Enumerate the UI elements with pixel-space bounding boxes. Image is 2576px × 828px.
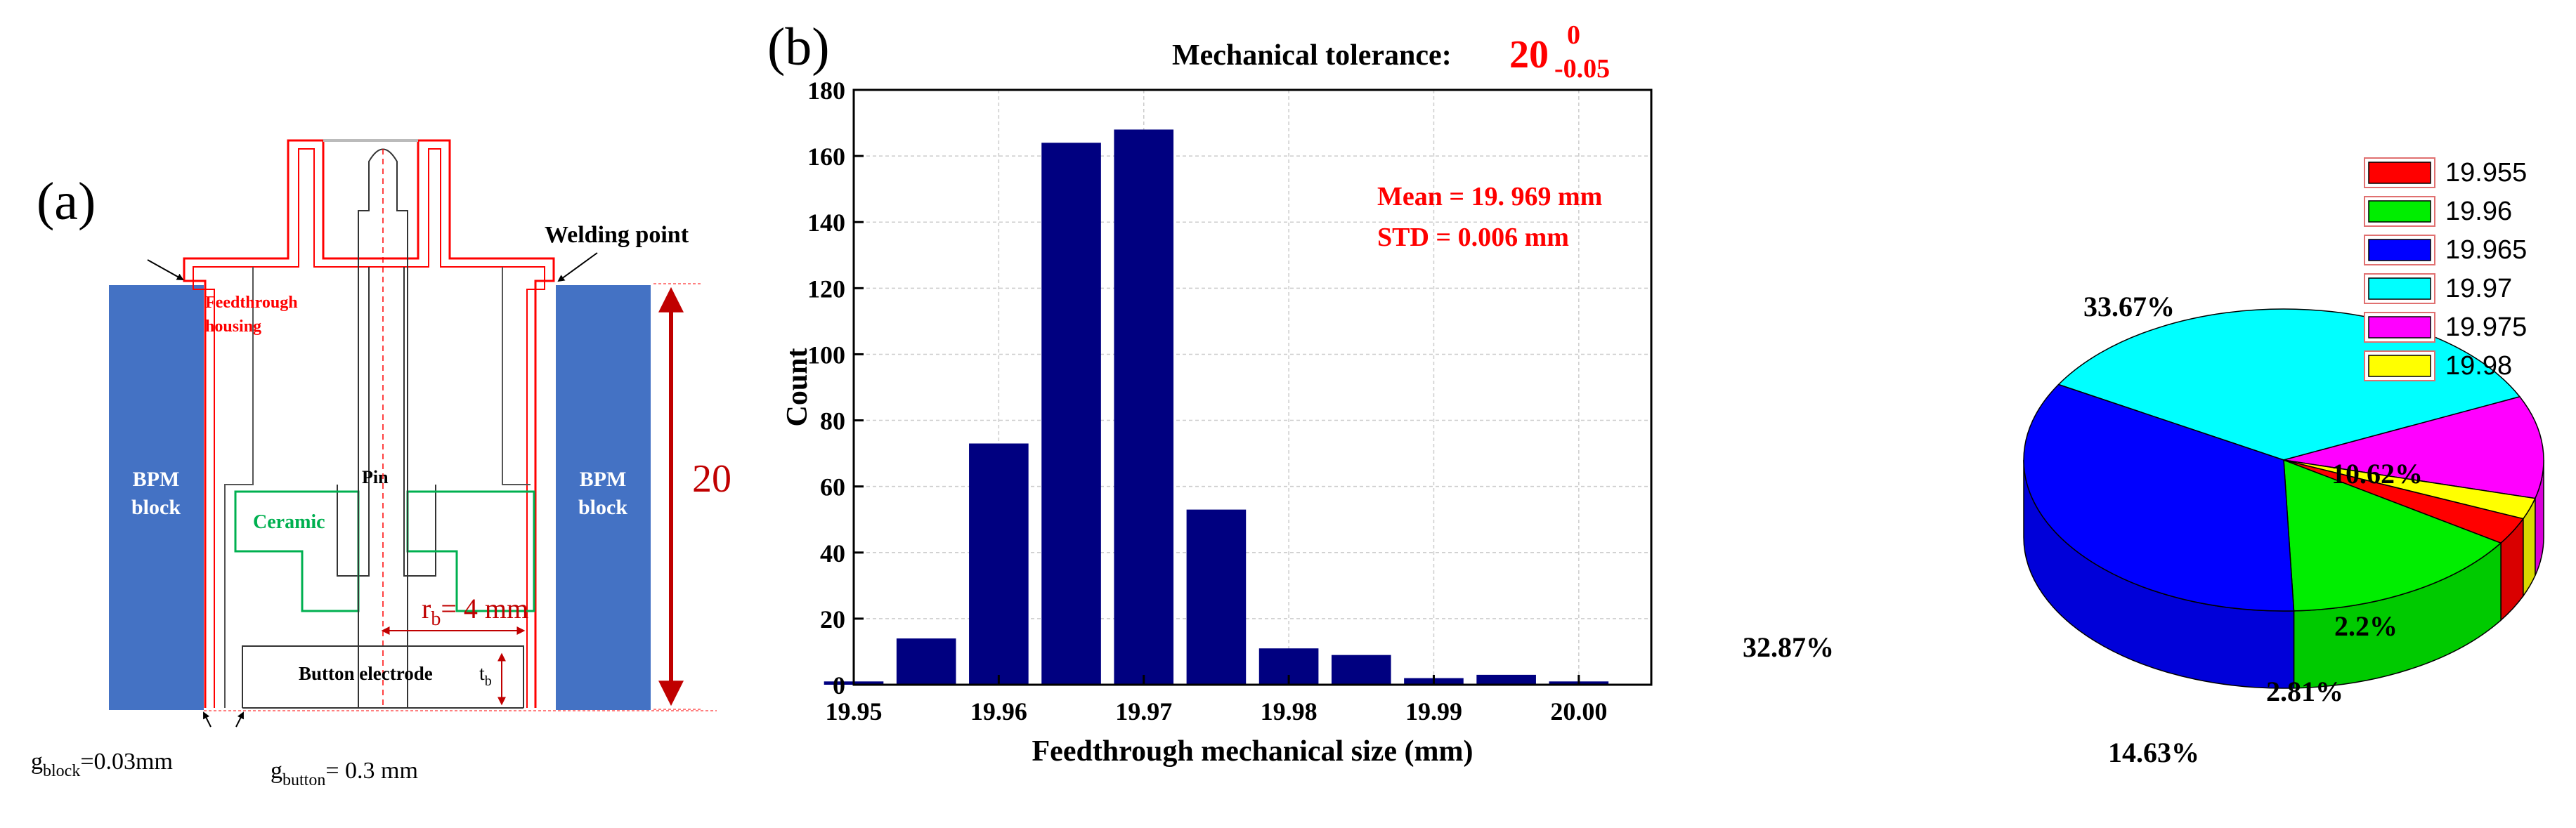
welding-point-label: Welding point <box>545 222 689 248</box>
x-tick-label: 20.00 <box>1550 697 1607 725</box>
feedthrough-label-2: housing <box>205 317 261 336</box>
std-annotation: STD = 0.006 mm <box>1377 223 1569 252</box>
x-tick-label: 19.98 <box>1261 697 1318 725</box>
tb-text: tb <box>479 663 492 689</box>
bar-axis-ticks: 0 20 40 60 80 100 120 140 160 180 19.95 19.96 19.97 1… <box>807 77 1607 725</box>
pie-slice-19.965 <box>2023 383 2295 612</box>
legend-swatch-19.975 <box>2368 316 2431 339</box>
legend-label-19.96: 19.96 <box>2445 197 2512 226</box>
bar-19.970 <box>1114 129 1174 685</box>
legend-swatch-19.98 <box>2368 355 2431 377</box>
pie-label-19.955: 2.81% <box>2266 676 2343 707</box>
pie-label-19.97: 33.67% <box>2083 291 2175 322</box>
inner-channel <box>337 267 436 577</box>
pie-labels: 2.81% 14.63% 32.87% 33.67% 10.62% 2.2% <box>1743 291 2423 768</box>
y-tick-label: 140 <box>807 209 845 237</box>
y-axis-label: Count <box>781 348 814 426</box>
panel-a-schematic: (a) BPM block BPM block Ceramic Pin Butt… <box>31 139 731 789</box>
rb-text: rb= 4 mm <box>422 593 528 630</box>
bar-19.965 <box>1041 143 1101 685</box>
y-tick-label: 20 <box>820 605 845 633</box>
button-electrode-label: Button electrode <box>299 663 433 684</box>
legend-swatch-19.955 <box>2368 162 2431 184</box>
x-tick-label: 19.96 <box>970 697 1027 725</box>
pie-slice-19.97 <box>2057 308 2521 461</box>
gblock-text: gblock=0.03mm <box>31 749 173 780</box>
x-tick-label: 19.99 <box>1405 697 1462 725</box>
bpm-block-right <box>556 285 651 710</box>
bpm-right-label-1: BPM <box>580 468 627 491</box>
bpm-left-label-1: BPM <box>133 468 180 491</box>
bar-19.955 <box>896 638 956 685</box>
feedthrough-housing-inner <box>193 148 545 708</box>
legend-label-19.965: 19.965 <box>2445 235 2527 265</box>
bar-19.960 <box>969 443 1029 685</box>
legend-label-19.97: 19.97 <box>2445 274 2512 303</box>
pie-top <box>2023 308 2544 612</box>
panel-b-label: (b) <box>767 18 830 77</box>
tolerance-upper: 0 <box>1567 20 1580 50</box>
height-value: 20 <box>692 457 731 501</box>
feedthrough-housing-outline <box>183 139 555 708</box>
inner-housing <box>224 267 531 708</box>
pie-label-19.98: 2.2% <box>2334 610 2398 642</box>
y-tick-label: 160 <box>807 143 845 171</box>
pin-label: Pin <box>362 467 389 487</box>
welding-arrow-right <box>557 252 598 282</box>
panel-b-histogram: (b) Mechanical tolerance: 20 0 -0.05 0 20… <box>767 18 1653 768</box>
legend-label-19.975: 19.975 <box>2445 313 2527 342</box>
mean-annotation: Mean = 19. 969 mm <box>1377 182 1602 211</box>
y-tick-label: 100 <box>807 341 845 369</box>
legend-label-19.955: 19.955 <box>2445 158 2527 188</box>
legend-swatch-19.97 <box>2368 277 2431 300</box>
bpm-left-label-2: block <box>131 496 181 519</box>
pie-label-19.96: 14.63% <box>2108 737 2199 768</box>
gbutton-text: gbutton= 0.3 mm <box>271 758 418 789</box>
pie-chart: 2.81% 14.63% 32.87% 33.67% 10.62% 2.2% 19.955… <box>1743 157 2544 768</box>
top-cap <box>323 139 418 142</box>
welding-arrow-left <box>147 259 184 280</box>
legend-swatch-19.965 <box>2368 239 2431 261</box>
tolerance-lower: -0.05 <box>1554 54 1610 84</box>
button-electrode-outline <box>242 645 524 708</box>
y-tick-label: 0 <box>833 671 845 699</box>
pie-side <box>2023 459 2544 689</box>
tolerance-label: Mechanical tolerance: <box>1172 39 1452 72</box>
pie-label-19.975: 10.62% <box>2331 458 2423 489</box>
bpm-block-left <box>109 285 204 710</box>
y-tick-label: 40 <box>820 539 845 567</box>
y-tick-label: 180 <box>807 77 845 105</box>
tolerance-nominal: 20 <box>1509 33 1549 77</box>
bar-19.975 <box>1186 509 1247 685</box>
plot-frame <box>852 88 1653 686</box>
ceramic-label: Ceramic <box>253 511 325 533</box>
y-tick-label: 80 <box>820 407 845 435</box>
y-tick-label: 120 <box>807 275 845 303</box>
bpm-right-label-2: block <box>578 496 627 519</box>
legend-label-19.98: 19.98 <box>2445 351 2512 381</box>
gblock-arrow <box>203 711 212 728</box>
x-axis-label: Feedthrough mechanical size (mm) <box>1032 735 1474 768</box>
legend-swatch-19.96 <box>2368 200 2431 223</box>
x-tick-label: 19.95 <box>826 697 883 725</box>
pie-slice-19.975 <box>2283 396 2544 499</box>
panel-a-label: (a) <box>37 172 96 231</box>
y-tick-label: 60 <box>820 473 845 501</box>
x-tick-label: 19.97 <box>1115 697 1172 725</box>
pie-legend: 19.955 19.96 19.965 19.97 19.975 19.98 <box>2364 157 2527 381</box>
ceramic-left <box>234 490 360 612</box>
pie-label-19.965: 32.87% <box>1743 631 1834 663</box>
gbutton-arrow <box>235 711 244 728</box>
pie-slice-19.96 <box>2283 459 2502 612</box>
bar-19.995 <box>1476 674 1536 685</box>
bar-19.985 <box>1331 655 1391 685</box>
feedthrough-label-1: Feedthrough <box>205 294 298 312</box>
bar-series <box>824 129 1609 685</box>
